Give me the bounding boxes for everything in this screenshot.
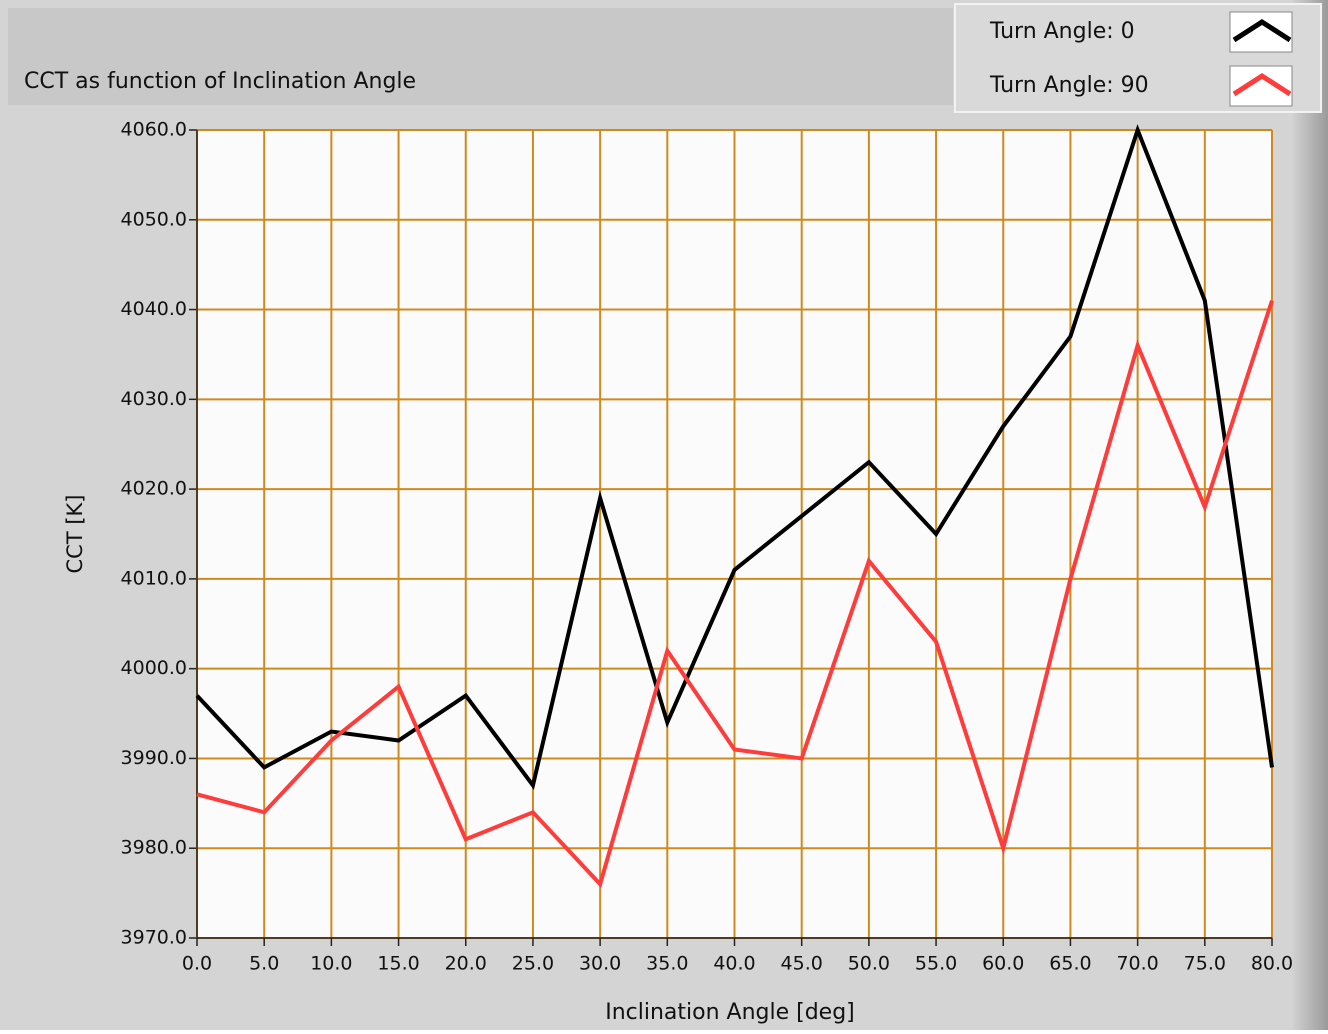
legend-swatch (1232, 19, 1292, 43)
title-box (8, 8, 953, 105)
x-tick-label: 5.0 (249, 953, 279, 975)
y-tick-label: 4040.0 (121, 298, 187, 320)
x-tick-label: 55.0 (915, 953, 957, 975)
x-tick-label: 30.0 (579, 953, 621, 975)
x-tick-label: 15.0 (377, 953, 419, 975)
x-tick-label: 40.0 (713, 953, 755, 975)
y-tick-label: 4050.0 (121, 208, 187, 230)
y-tick-label: 3990.0 (121, 747, 187, 769)
y-tick-label: 4030.0 (121, 388, 187, 410)
series-line (195, 124, 1274, 791)
legend-swatch-box (1229, 65, 1293, 107)
x-tick-label: 25.0 (512, 953, 554, 975)
y-tick-label: 3970.0 (121, 927, 187, 949)
x-axis-label: Inclination Angle [deg] (605, 1000, 855, 1025)
x-tick-label: 0.0 (182, 953, 212, 975)
y-tick-label: 4060.0 (121, 119, 187, 141)
x-tick-label: 10.0 (310, 953, 352, 975)
legend-swatch-box (1229, 11, 1293, 53)
chart-title: CCT as function of Inclination Angle (24, 69, 416, 94)
panel-edge (1290, 0, 1328, 1030)
y-tick-label: 4010.0 (121, 567, 187, 589)
x-tick-label: 45.0 (781, 953, 823, 975)
y-axis-label: CCT [K] (63, 495, 87, 574)
y-tick-label: 4020.0 (121, 478, 187, 500)
x-tick-label: 75.0 (1184, 953, 1226, 975)
legend-label: Turn Angle: 0 (989, 19, 1135, 44)
series-line (196, 299, 1274, 889)
x-tick-label: 80.0 (1251, 953, 1293, 975)
x-tick-label: 60.0 (982, 953, 1024, 975)
y-tick-label: 3980.0 (121, 837, 187, 859)
x-tick-label: 70.0 (1116, 953, 1158, 975)
legend-swatch (1232, 73, 1292, 97)
y-tick-label: 4000.0 (121, 657, 187, 679)
x-tick-label: 65.0 (1049, 953, 1091, 975)
x-tick-label: 50.0 (848, 953, 890, 975)
legend-label: Turn Angle: 90 (989, 73, 1149, 98)
x-tick-label: 35.0 (646, 953, 688, 975)
x-tick-label: 20.0 (445, 953, 487, 975)
